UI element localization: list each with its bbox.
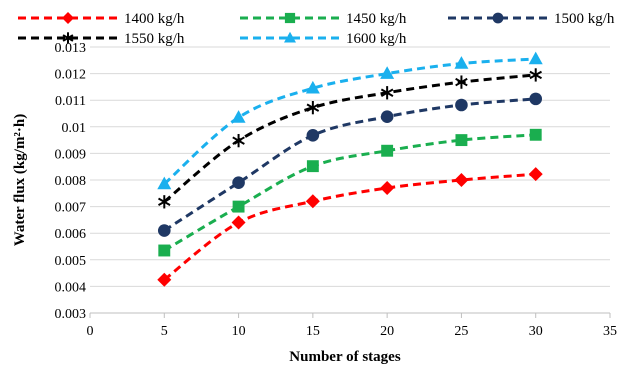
data-point xyxy=(529,92,543,106)
legend-label: 1500 kg/h xyxy=(554,11,615,27)
series-4 xyxy=(157,51,543,190)
series-line xyxy=(163,97,536,232)
data-point xyxy=(380,86,394,100)
data-point xyxy=(232,176,245,189)
series-3 xyxy=(158,68,542,209)
data-point xyxy=(157,272,172,287)
asterisk-stroke xyxy=(232,136,245,145)
series-2 xyxy=(157,92,543,237)
data-point xyxy=(232,200,245,213)
x-tick-label: 35 xyxy=(603,324,617,339)
data-point xyxy=(381,144,394,157)
data-point xyxy=(157,224,171,237)
data-point xyxy=(380,66,395,79)
y-tick-label: 0.011 xyxy=(55,94,86,109)
legend-label: 1600 kg/h xyxy=(346,31,407,47)
asterisk-stroke xyxy=(380,88,394,97)
series-0 xyxy=(157,167,543,287)
data-point xyxy=(528,51,543,65)
data-point xyxy=(455,134,468,147)
y-tick-label: 0.009 xyxy=(55,147,87,162)
x-tick-label: 0 xyxy=(87,324,94,339)
series-line xyxy=(163,172,536,281)
series-group xyxy=(157,51,543,287)
asterisk-stroke xyxy=(306,103,320,112)
y-tick-label: 0.012 xyxy=(55,68,87,83)
series-1 xyxy=(158,128,542,257)
data-point xyxy=(455,98,468,112)
legend-label: 1400 kg/h xyxy=(124,11,185,27)
data-point xyxy=(454,56,469,69)
legend: 1400 kg/h 1450 kg/h 1500 kg/h 1550 kg/h 1600… xyxy=(18,11,615,47)
data-point xyxy=(157,176,172,190)
x-axis-label: Number of stages xyxy=(289,349,401,365)
legend-marker xyxy=(62,12,74,24)
data-point xyxy=(232,133,245,148)
legend-marker xyxy=(284,31,296,43)
series-line xyxy=(163,73,536,203)
y-tick-labels: 0.003 0.004 0.005 0.006 0.007 0.008 0.009 0.01 0… xyxy=(55,41,87,322)
y-tick-label: 0.007 xyxy=(55,201,87,216)
y-axis-label: Water flux (kg/m²·h) xyxy=(12,114,28,247)
data-point xyxy=(305,194,320,209)
legend-item: 1500 kg/h xyxy=(448,11,615,27)
data-point xyxy=(158,244,171,257)
x-tick-label: 20 xyxy=(380,324,394,339)
data-point xyxy=(306,160,319,173)
x-tick-label: 25 xyxy=(454,324,468,339)
data-point xyxy=(528,167,543,182)
legend-marker xyxy=(492,12,504,24)
series-line xyxy=(163,57,536,186)
y-tick-label: 0.006 xyxy=(55,227,87,242)
legend-label: 1450 kg/h xyxy=(346,11,407,27)
y-tick-label: 0.01 xyxy=(62,121,87,136)
data-point xyxy=(529,68,542,82)
legend-label: 1550 kg/h xyxy=(124,31,185,47)
y-tick-label: 0.003 xyxy=(55,307,87,322)
data-point xyxy=(158,195,171,209)
x-tick-label: 5 xyxy=(161,324,168,339)
legend-item: 1600 kg/h xyxy=(240,31,407,47)
data-point xyxy=(306,100,320,115)
legend-item: 1450 kg/h xyxy=(240,11,407,27)
data-point xyxy=(455,75,468,89)
data-point xyxy=(231,215,246,230)
x-tick-label: 15 xyxy=(306,324,320,339)
asterisk-stroke xyxy=(62,34,74,42)
x-tick-label: 30 xyxy=(529,324,543,339)
legend-item: 1550 kg/h xyxy=(18,31,185,47)
data-point xyxy=(305,80,320,94)
gridlines xyxy=(90,46,610,287)
data-point xyxy=(306,129,320,142)
y-tick-label: 0.013 xyxy=(55,41,87,56)
data-point xyxy=(529,128,542,141)
legend-item: 1400 kg/h xyxy=(18,11,185,27)
x-tick-label: 10 xyxy=(232,324,246,339)
asterisk-stroke xyxy=(529,70,542,80)
data-point xyxy=(380,110,394,123)
asterisk-stroke xyxy=(158,197,171,207)
legend-marker xyxy=(62,32,74,44)
data-point xyxy=(231,110,246,123)
x-tick-labels: 0 5 10 15 20 25 30 35 xyxy=(87,324,618,339)
data-point xyxy=(454,173,469,187)
data-point xyxy=(380,180,395,195)
y-tick-label: 0.005 xyxy=(55,254,87,269)
y-tick-label: 0.008 xyxy=(55,174,87,189)
legend-marker xyxy=(284,12,296,24)
y-tick-label: 0.004 xyxy=(55,280,87,295)
asterisk-stroke xyxy=(455,77,468,87)
axes xyxy=(89,312,611,318)
